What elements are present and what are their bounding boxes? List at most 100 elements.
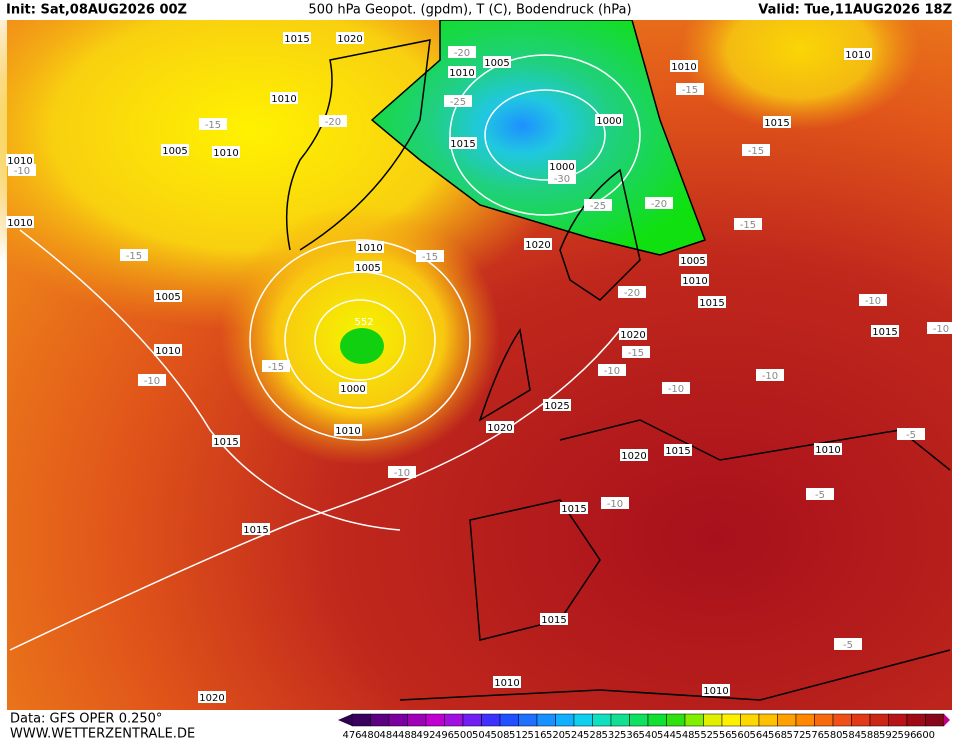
colorbar-arrow-right [944, 714, 950, 726]
colorbar-swatch [499, 713, 519, 727]
isobar-label-box [161, 144, 189, 156]
colorbar-label: 504 [472, 730, 491, 741]
colorbar-label: 492 [416, 730, 435, 741]
temperature-label-box [734, 218, 762, 230]
isobar-label: 1010 [213, 148, 238, 159]
colorbar-label: 552 [694, 730, 713, 741]
isobar-label-box [483, 56, 511, 68]
isobar-label-box [6, 216, 34, 228]
isobar-label: 1000 [340, 384, 365, 395]
map-labels: 1015 1020 1010 1005 1010 1010 1010 1010 1005 1010… [6, 32, 955, 704]
temperature-label-box [262, 360, 290, 372]
colorbar-label: 484 [379, 730, 398, 741]
temperature-label-box [584, 199, 612, 211]
map: 1015 1020 1010 1005 1010 1010 1010 1010 1005 1010… [0, 0, 955, 710]
isobar-label: 1005 [155, 292, 180, 303]
temperature-label: -15 [682, 85, 698, 96]
temperature-label-box [645, 197, 673, 209]
temperature-label-box [622, 346, 650, 358]
isobar-label-box [212, 146, 240, 158]
colorbar-swatch [684, 713, 704, 727]
temperature-label-box [742, 144, 770, 156]
temperature-label: -15 [422, 252, 438, 263]
isobar-label-box [681, 274, 709, 286]
colorbar-label: 568 [768, 730, 787, 741]
temperature-label-box [138, 374, 166, 386]
isobar-label: 1015 [450, 139, 475, 150]
temperature-label: -25 [450, 97, 466, 108]
isobar-label: 1010 [449, 68, 474, 79]
colorbar-label: 548 [675, 730, 694, 741]
isobar-label-box [354, 261, 382, 273]
colorbar-label: 536 [620, 730, 639, 741]
temperature-label-box [319, 115, 347, 127]
temperature-label: -30 [554, 174, 570, 185]
colorbar-swatch [518, 713, 538, 727]
isobar-label: 1020 [621, 451, 646, 462]
isobar-label-box [339, 382, 367, 394]
isobar-label: 1005 [162, 146, 187, 157]
isobar-label: 1010 [7, 156, 32, 167]
isobar-label-box [6, 154, 34, 166]
isobar-label: 1015 [764, 118, 789, 129]
data-source: Data: GFS OPER 0.250° [10, 712, 162, 727]
colorbar-swatch [536, 713, 556, 727]
isobar-label: 1010 [845, 50, 870, 61]
colorbar-swatch [573, 713, 593, 727]
isobar-label: 1020 [199, 693, 224, 704]
colorbar-label: 508 [490, 730, 509, 741]
temperature-label: -10 [607, 499, 623, 510]
coastlines [285, 39, 951, 701]
geopotential-label: 552 [354, 317, 373, 328]
colorbar-label: 476 [342, 730, 361, 741]
isobar-label-box [548, 160, 576, 172]
isobar-label: 1020 [525, 240, 550, 251]
temperature-label-box [601, 497, 629, 509]
temperature-label-box [548, 172, 576, 184]
isobar-label: 1010 [703, 686, 728, 697]
colorbar-label: 532 [601, 730, 620, 741]
temperature-label-box [8, 164, 36, 176]
temperature-label: -20 [325, 117, 341, 128]
isobar-label-box [154, 290, 182, 302]
temperature-label-box [618, 286, 646, 298]
temperature-label: -10 [604, 366, 620, 377]
temperature-label-box [444, 95, 472, 107]
isobar-label-box [154, 344, 182, 356]
colorbar-label: 480 [361, 730, 380, 741]
map-title: 500 hPa Geopot. (gpdm), T (C), Bodendruc… [308, 3, 631, 18]
colorbar-swatch [869, 713, 889, 727]
isobar-label-box [356, 241, 384, 253]
isobar-label: 1010 [494, 678, 519, 689]
isobar-label: 1010 [815, 445, 840, 456]
colorbar-swatch [703, 713, 723, 727]
temperature-label-box [756, 369, 784, 381]
isobar-label: 1015 [213, 437, 238, 448]
temperature-label: -20 [454, 48, 470, 59]
temperature-label: -10 [865, 296, 881, 307]
colorbar-label: 516 [527, 730, 546, 741]
cold-core [340, 328, 384, 364]
isobar-label-box [763, 116, 791, 128]
isobar-label-box [620, 449, 648, 461]
colorbar-swatch [795, 713, 815, 727]
colorbar-swatch [462, 713, 482, 727]
temperature-label-box [806, 488, 834, 500]
colorbar-label: 572 [786, 730, 805, 741]
colorbar-swatch [647, 713, 667, 727]
temperature-label: -10 [762, 371, 778, 382]
isobar-label: 1015 [243, 525, 268, 536]
temperature-label: -10 [14, 166, 30, 177]
colorbar-swatch [388, 713, 408, 727]
temperature-label: -15 [748, 146, 764, 157]
isobar-label: 1010 [357, 243, 382, 254]
isobar-label: 1020 [487, 423, 512, 434]
colorbar-swatch [740, 713, 760, 727]
init-time: Init: Sat,08AUG2026 00Z [6, 3, 187, 18]
isobar-label-box [524, 238, 552, 250]
isobar-label-box [448, 66, 476, 78]
isobar-label: 1000 [596, 116, 621, 127]
isobar-label: 1005 [484, 58, 509, 69]
colorbar-label: 580 [823, 730, 842, 741]
